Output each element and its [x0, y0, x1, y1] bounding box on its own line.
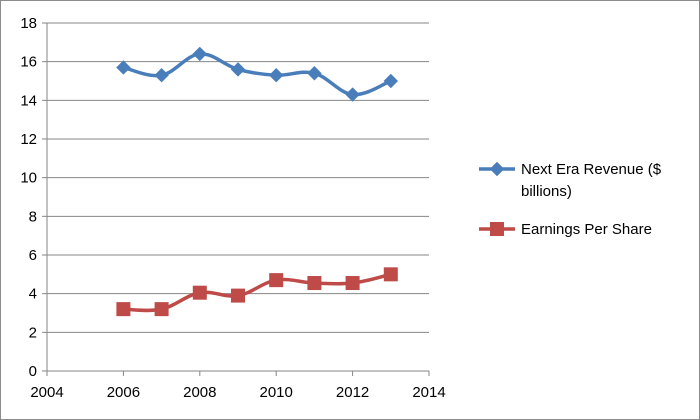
legend-entry-1: Earnings Per Share — [479, 221, 652, 238]
legend-marker-1 — [490, 222, 504, 236]
y-tick-label-8: 16 — [20, 54, 37, 71]
data-point-0-7 — [383, 73, 399, 89]
x-tick-label-1: 2006 — [107, 384, 140, 401]
y-tick-label-0: 0 — [29, 363, 37, 380]
legend-entry-0: Next Era Revenue ($ billions) — [479, 161, 662, 200]
series-0 — [116, 46, 399, 102]
data-point-1-1 — [154, 302, 169, 317]
y-tick-label-3: 6 — [29, 247, 37, 264]
y-tick-label-9: 18 — [20, 15, 37, 32]
x-tick-label-3: 2010 — [260, 384, 293, 401]
y-tick-label-7: 14 — [20, 92, 37, 109]
y-tick-label-2: 4 — [29, 286, 37, 303]
data-point-0-6 — [345, 87, 360, 102]
series — [116, 46, 399, 317]
data-point-1-3 — [231, 288, 245, 303]
data-point-1-0 — [116, 302, 131, 317]
data-point-0-4 — [268, 67, 284, 83]
data-point-0-2 — [192, 46, 208, 62]
axes: 0 2 4 6 8 10 12 14 16 18 2004 2006 2008 2010 2012 2014 — [20, 15, 445, 401]
data-point-1-7 — [383, 267, 398, 282]
legend-label-0-0: Next Era Revenue ($ — [521, 161, 662, 178]
data-point-1-4 — [269, 273, 284, 288]
data-point-1-6 — [345, 276, 360, 291]
series-1 — [116, 267, 398, 317]
legend-label-1-0: Earnings Per Share — [521, 221, 652, 238]
y-tick-label-5: 10 — [20, 170, 37, 187]
data-point-0-0 — [116, 60, 131, 75]
x-tick-label-4: 2012 — [336, 384, 369, 401]
y-tick-label-4: 8 — [29, 208, 37, 225]
legend: Next Era Revenue ($ billions) Earnings Per… — [479, 161, 662, 238]
data-point-0-3 — [230, 62, 246, 77]
y-tick-label-1: 2 — [29, 324, 37, 341]
data-point-0-1 — [154, 67, 169, 83]
x-tick-label-5: 2014 — [412, 384, 445, 401]
y-tick-label-6: 12 — [20, 131, 37, 148]
data-point-1-2 — [192, 285, 207, 300]
gridlines — [47, 22, 429, 333]
legend-label-0-1: billions) — [521, 183, 572, 200]
data-point-0-5 — [307, 66, 322, 81]
x-tick-label-0: 2004 — [30, 384, 63, 401]
legend-marker-0 — [489, 161, 505, 177]
data-point-1-5 — [307, 276, 322, 291]
x-tick-label-2: 2008 — [183, 384, 216, 401]
